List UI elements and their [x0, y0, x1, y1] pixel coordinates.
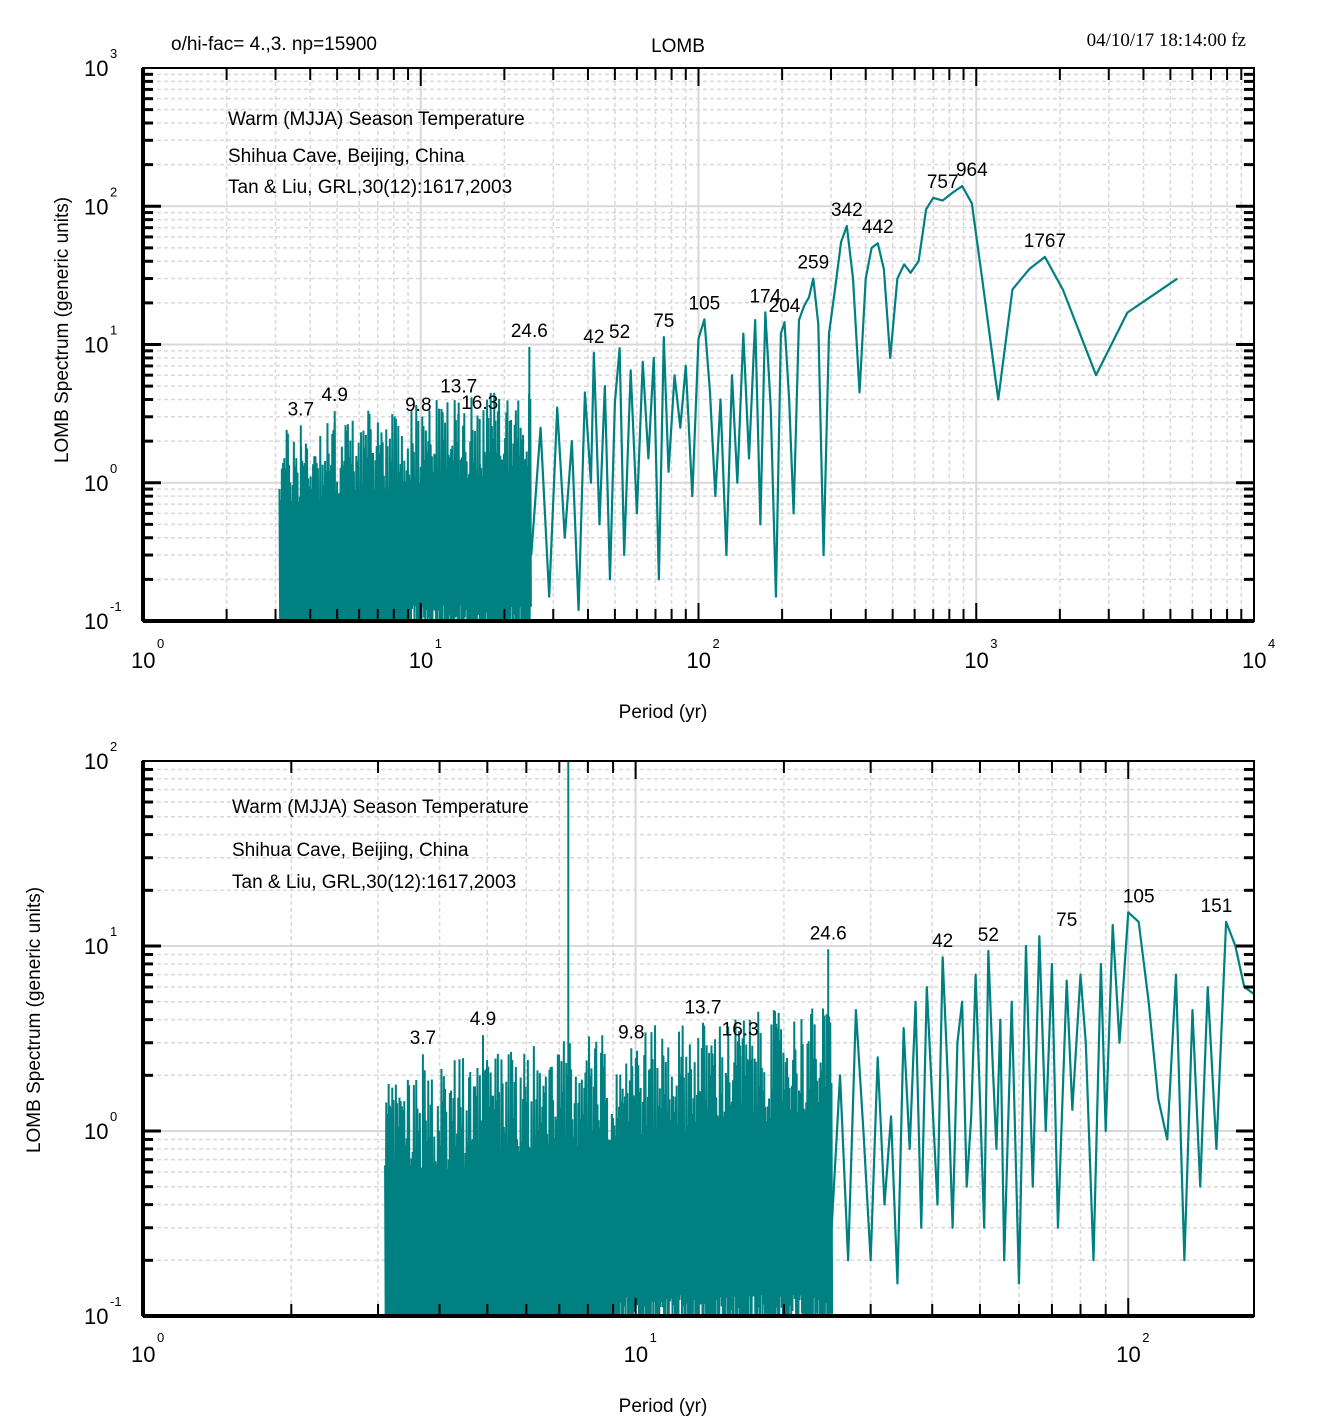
x-tick-exponent: 0 — [157, 1330, 164, 1345]
y-tick-exponent: 2 — [110, 739, 117, 754]
peak-label: 13.7 — [440, 377, 477, 398]
axes-frame — [141, 67, 1255, 623]
axes-frame — [141, 760, 1255, 1318]
x-tick-exponent: 4 — [1268, 636, 1275, 651]
grid — [142, 761, 1254, 1317]
x-tick-exponent: 0 — [157, 636, 164, 651]
peak-label: 151 — [1201, 896, 1233, 917]
annotation-line-2: Shihua Cave, Beijing, China — [232, 840, 469, 861]
x-tick-label: 10 — [1116, 1342, 1140, 1367]
peak-label: 52 — [609, 322, 630, 343]
x-tick-label: 10 — [409, 648, 433, 673]
y-tick-exponent: 2 — [110, 184, 117, 199]
annotation-line-3: Tan & Liu, GRL,30(12):1617,2003 — [232, 872, 516, 893]
header-title: LOMB — [651, 36, 705, 57]
peak-label: 4.9 — [321, 385, 347, 406]
series-layer — [421, 761, 1255, 1316]
y-tick-label: 10 — [84, 749, 108, 774]
x-tick-label: 10 — [624, 1342, 648, 1367]
y-tick-label: 10 — [84, 56, 108, 81]
peak-label: 75 — [653, 311, 674, 332]
noise-band — [384, 1008, 834, 1317]
y-tick-exponent: -1 — [110, 1294, 122, 1309]
y-tick-exponent: 0 — [110, 1109, 117, 1124]
y-tick-exponent: 3 — [110, 46, 117, 61]
y-tick-label: 10 — [84, 333, 108, 358]
y-tick-label: 10 — [84, 471, 108, 496]
header-params: o/hi-fac= 4.,3. np=15900 — [171, 34, 377, 55]
y-tick-exponent: -1 — [110, 599, 122, 614]
x-tick-label: 10 — [1242, 648, 1266, 673]
peak-label: 757 — [927, 172, 959, 193]
y-tick-exponent: 1 — [110, 323, 117, 338]
y-axis-label: LOMB Spectrum (generic units) — [52, 197, 73, 463]
noise-fill — [385, 1213, 621, 1316]
y-axis-label: LOMB Spectrum (generic units) — [24, 887, 45, 1153]
peak-label: 13.7 — [684, 998, 721, 1019]
peak-label: 105 — [689, 293, 721, 314]
series-line — [830, 911, 1255, 1285]
x-tick-label: 10 — [131, 1342, 155, 1367]
x-tick-exponent: 1 — [435, 636, 442, 651]
peak-label: 442 — [862, 217, 894, 238]
annotation-line-2: Shihua Cave, Beijing, China — [228, 146, 465, 167]
x-axis-label: Period (yr) — [619, 1396, 708, 1417]
noise-fill — [279, 530, 412, 621]
x-tick-label: 10 — [687, 648, 711, 673]
y-tick-label: 10 — [84, 194, 108, 219]
x-tick-label: 10 — [964, 648, 988, 673]
peak-label: 3.7 — [410, 1028, 436, 1049]
y-tick-label: 10 — [84, 609, 108, 634]
peak-label: 75 — [1056, 910, 1077, 931]
peak-label: 42 — [583, 327, 604, 348]
noise-band — [278, 392, 532, 622]
peak-label: 9.8 — [618, 1022, 644, 1043]
annotation-line-1: Warm (MJJA) Season Temperature — [228, 109, 525, 130]
annotation-line-1: Warm (MJJA) Season Temperature — [232, 797, 529, 818]
header-timestamp: 04/10/17 18:14:00 fz — [1087, 30, 1246, 51]
peak-label: 342 — [831, 200, 863, 221]
peak-label: 1767 — [1024, 231, 1066, 252]
series-layer — [299, 184, 1179, 621]
peak-label: 204 — [769, 296, 801, 317]
peak-labels: 3.7 4.9 9.8 13.716.3 24.6 42 52 75 105 151 — [410, 886, 1233, 1049]
peak-label: 964 — [956, 160, 988, 181]
peak-label: 174 — [749, 286, 781, 307]
peak-label: 3.7 — [288, 399, 314, 420]
x-tick-exponent: 2 — [713, 636, 720, 651]
x-tick-exponent: 2 — [1142, 1330, 1149, 1345]
peak-label: 52 — [978, 925, 999, 946]
y-tick-exponent: 1 — [110, 924, 117, 939]
x-tick-exponent: 1 — [650, 1330, 657, 1345]
y-tick-label: 10 — [84, 1119, 108, 1144]
peak-label: 16.3 — [461, 393, 498, 414]
peak-label: 9.8 — [405, 395, 431, 416]
peak-label: 24.6 — [511, 321, 548, 342]
peak-label: 16.3 — [722, 1019, 759, 1040]
peak-label: 24.6 — [810, 923, 847, 944]
peak-label: 105 — [1123, 886, 1155, 907]
peak-label: 42 — [932, 931, 953, 952]
peak-label: 4.9 — [470, 1009, 496, 1030]
x-tick-label: 10 — [131, 648, 155, 673]
y-tick-exponent: 0 — [110, 461, 117, 476]
grid — [142, 68, 1254, 622]
series-line — [530, 184, 1179, 612]
y-tick-label: 10 — [84, 934, 108, 959]
x-tick-exponent: 3 — [990, 636, 997, 651]
peak-label: 259 — [797, 253, 829, 274]
x-axis-label: Period (yr) — [619, 702, 708, 723]
y-tick-label: 10 — [84, 1304, 108, 1329]
annotation-line-3: Tan & Liu, GRL,30(12):1617,2003 — [228, 177, 512, 198]
